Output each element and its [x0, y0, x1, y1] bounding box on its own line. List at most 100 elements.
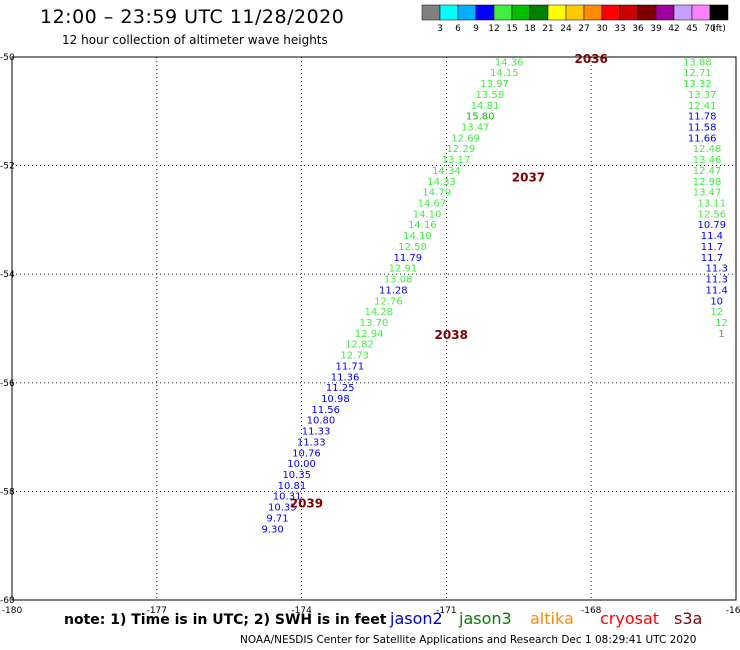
- time-marker-label: 2037: [512, 170, 545, 184]
- wave-height-point: 11.28: [379, 285, 408, 296]
- wave-height-point: 11.78: [688, 112, 717, 123]
- wave-height-point: 11.36: [331, 372, 360, 383]
- wave-height-point: 11.3: [706, 264, 728, 275]
- wave-height-point: 11.71: [336, 361, 365, 372]
- wave-height-point: 10.79: [698, 220, 727, 231]
- wave-height-point: 10.81: [278, 481, 307, 492]
- wave-height-point: 13.97: [480, 79, 509, 90]
- wave-height-point: 10.00: [287, 459, 316, 470]
- wave-height-point: 12.91: [389, 264, 418, 275]
- wave-height-point: 12: [710, 307, 723, 318]
- colorbar-label: 42: [668, 24, 679, 34]
- colorbar-swatch: [439, 4, 459, 21]
- colorbar-label: 70: [704, 24, 716, 34]
- data-points: 14.3614.1513.9713.5814.8115.8013.4712.69…: [262, 57, 728, 535]
- x-tick-label: -180: [2, 606, 23, 616]
- wave-height-point: 14.15: [490, 68, 519, 79]
- x-tick-label: -171: [436, 606, 456, 616]
- wave-height-point: 12.41: [688, 101, 717, 112]
- colorbar-swatch: [529, 4, 549, 21]
- wave-height-point: 11.7: [701, 253, 723, 264]
- wave-height-point: 10.31: [273, 492, 302, 503]
- colorbar-label: 12: [488, 24, 499, 34]
- wave-height-point: 12.76: [374, 296, 403, 307]
- y-tick-label: -50: [0, 53, 15, 63]
- colorbar-label: 45: [686, 24, 697, 34]
- plot-axes: -180 -177 -174 -171 -168 -165 -50 -52 -54 -56 -58 -…: [0, 53, 740, 616]
- y-tick-label: -52: [0, 162, 15, 172]
- colorbar-label: 36: [632, 24, 644, 34]
- colorbar-legend: 3 6 9 12 15 18 21 24 27 30 33 36 39 42 45 70(ft): [421, 4, 729, 34]
- credit-line: NOAA/NESDIS Center for Satellite Applica…: [240, 634, 697, 646]
- wave-height-point: 12.73: [340, 351, 369, 362]
- chart-subtitle: 12 hour collection of altimeter wave hei…: [62, 33, 328, 47]
- wave-height-point: 13.47: [461, 123, 490, 134]
- colorbar-swatch: [457, 4, 477, 21]
- colorbar-swatch: [691, 4, 711, 21]
- wave-height-point: 10: [710, 296, 723, 307]
- colorbar-swatch: [673, 4, 693, 21]
- colorbar-label: 27: [578, 24, 589, 34]
- wave-height-point: 14.16: [408, 220, 437, 231]
- colorbar-label: 33: [614, 24, 625, 34]
- colorbar-swatch: [583, 4, 603, 21]
- colorbar-label: 18: [524, 24, 536, 34]
- wave-height-point: 11.58: [688, 123, 717, 134]
- wave-height-point: 15.80: [466, 112, 495, 123]
- colorbar-label: 15: [506, 24, 517, 34]
- legend-cryosat: cryosat: [600, 609, 660, 628]
- wave-height-point: 11.33: [302, 427, 331, 438]
- wave-height-point: 14.10: [413, 209, 442, 220]
- wave-height-point: 13.47: [693, 188, 722, 199]
- wave-height-point: 10.98: [321, 394, 350, 405]
- wave-height-point: 11.56: [311, 405, 340, 416]
- time-marker-label: 2039: [290, 496, 323, 510]
- wave-height-point: 10.35: [268, 503, 297, 514]
- wave-height-point: 12.29: [447, 144, 476, 155]
- wave-height-point: 14.81: [471, 101, 500, 112]
- x-tick-label: -174: [291, 606, 312, 616]
- wave-height-point: 10.76: [292, 448, 321, 459]
- wave-height-point: 13.17: [442, 155, 471, 166]
- wave-height-point: 13.37: [688, 90, 717, 101]
- wave-height-point: 11.4: [701, 231, 723, 242]
- wave-height-point: 10.35: [282, 470, 311, 481]
- time-marker-label: 2036: [574, 52, 607, 66]
- wave-height-point: 14.67: [418, 199, 447, 210]
- wave-height-point: 13.58: [476, 90, 505, 101]
- wave-height-point: 12.47: [693, 166, 722, 177]
- wave-height-point: 11.66: [688, 133, 717, 144]
- colorbar-swatch: [637, 4, 657, 21]
- legend-s3a: s3a: [674, 609, 703, 628]
- wave-height-point: 11.3: [706, 275, 728, 286]
- y-tick-label: -56: [0, 379, 15, 389]
- y-tick-label: -58: [0, 487, 15, 497]
- wave-height-point: 12.94: [355, 329, 384, 340]
- colorbar-label: 3: [437, 24, 443, 34]
- wave-height-point: 12.69: [451, 133, 480, 144]
- colorbar-label: 39: [650, 24, 662, 34]
- wave-height-point: 9.30: [262, 524, 284, 535]
- wave-height-point: 10.80: [307, 416, 336, 427]
- wave-height-point: 12.98: [693, 177, 722, 188]
- chart-title: 12:00 – 23:59 UTC 11/28/2020: [40, 6, 345, 28]
- wave-height-point: 12.71: [683, 68, 712, 79]
- colorbar-label: 9: [473, 24, 479, 34]
- wave-height-point: 9.71: [266, 513, 288, 524]
- plot-frame: [11, 56, 737, 601]
- wave-height-point: 11.4: [706, 285, 728, 296]
- wave-height-point: 13.32: [683, 79, 712, 90]
- wave-height-point: 12: [715, 318, 728, 329]
- wave-height-point: 14.10: [403, 231, 432, 242]
- colorbar-swatch: [475, 4, 495, 21]
- legend-altika: altika: [530, 609, 574, 628]
- colorbar-label: 6: [455, 24, 461, 34]
- colorbar-label: 30: [596, 24, 608, 34]
- wave-height-point: 14.79: [422, 188, 451, 199]
- colorbar-swatch: [421, 4, 441, 21]
- time-markers: 2036 2037 2038 2039: [290, 52, 608, 510]
- x-tick-label: -165: [726, 606, 740, 616]
- footer-note: note: 1) Time is in UTC; 2) SWH is in fe…: [64, 612, 387, 628]
- colorbar-label: (ft): [712, 24, 726, 34]
